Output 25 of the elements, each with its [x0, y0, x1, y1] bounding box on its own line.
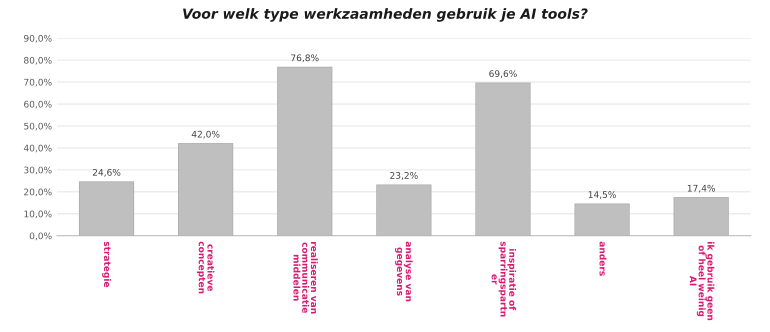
- data-label: 23,2%: [390, 172, 418, 180]
- data-label: 24,6%: [92, 168, 120, 177]
- y-tick-label: 90,0%: [24, 34, 52, 43]
- data-label: 76,8%: [291, 54, 319, 62]
- y-tick-label: 80,0%: [24, 56, 52, 65]
- data-label: 17,4%: [688, 184, 716, 193]
- y-tick-label: 40,0%: [24, 144, 52, 152]
- x-tick-label: inspiratie of sparringspartn er: [492, 242, 516, 317]
- y-tick-label: 50,0%: [24, 122, 52, 130]
- y-tick-label: 70,0%: [24, 78, 52, 87]
- x-tick-label: realiseren van communicatie middelen: [293, 242, 318, 314]
- x-tick-label: anders: [599, 242, 606, 276]
- x-tick-label: analyse van gegevens: [395, 242, 413, 302]
- data-label: 14,5%: [588, 191, 616, 199]
- x-tick-label: ik gebruik geen of heel weinig AI: [690, 242, 714, 320]
- y-tick-label: 20,0%: [24, 188, 52, 196]
- x-tick-label: strategie: [102, 242, 111, 288]
- y-tick-label: 60,0%: [24, 100, 52, 109]
- y-tick-label: 30,0%: [24, 166, 52, 174]
- chart-title: Voor welk type werkzaamheden gebruik je AI tools?: [183, 8, 588, 22]
- data-label: 42,0%: [192, 130, 220, 139]
- y-tick-label: 0,0%: [30, 232, 52, 240]
- y-tick-label: 10,0%: [24, 210, 52, 218]
- data-label: 69,6%: [489, 70, 517, 78]
- x-tick-label: creatieve concepten: [196, 242, 214, 294]
